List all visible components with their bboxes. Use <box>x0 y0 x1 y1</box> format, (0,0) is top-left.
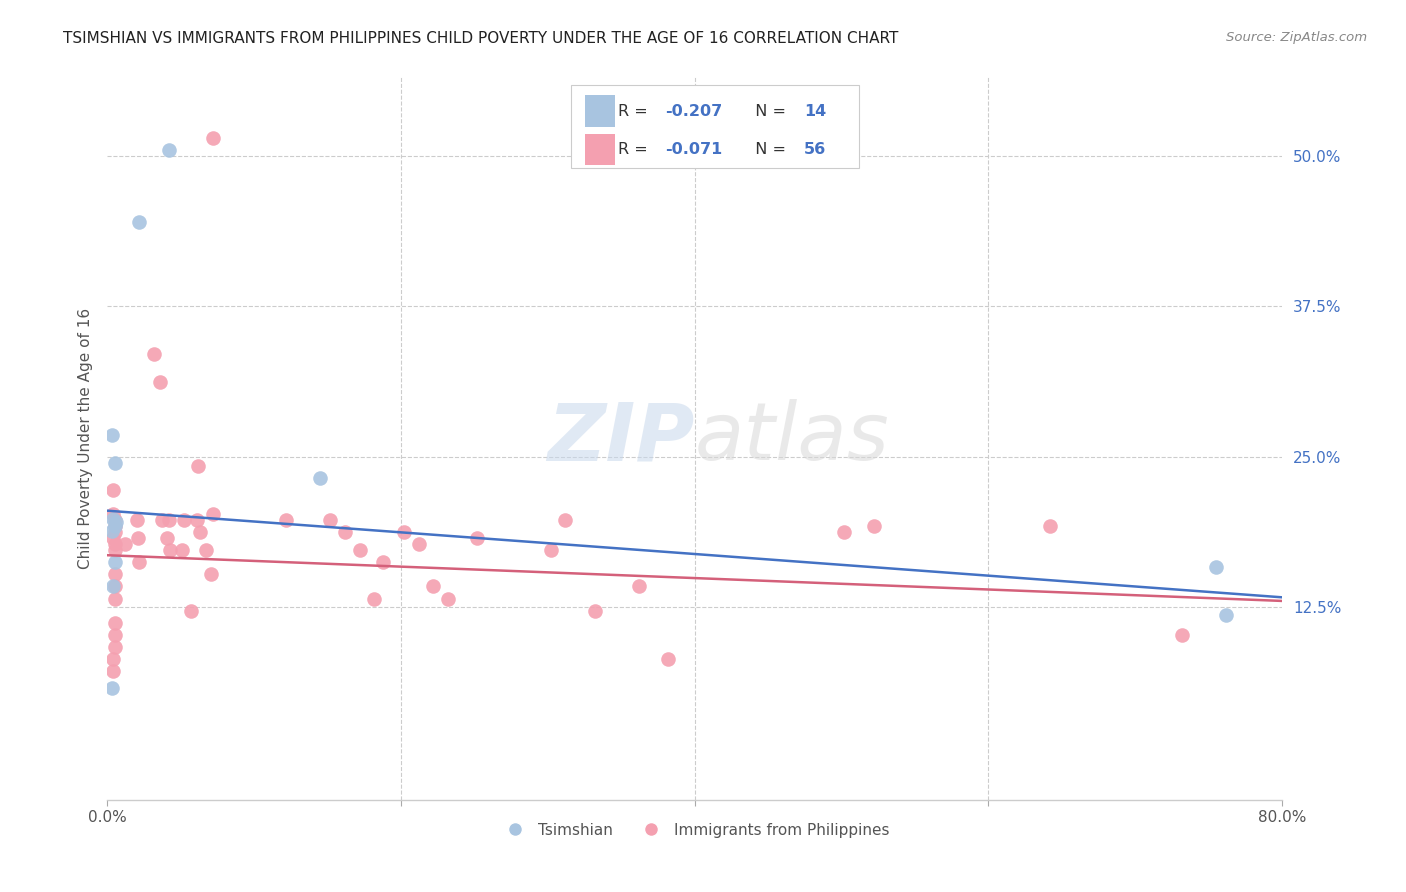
Point <box>188 525 211 540</box>
Point <box>101 512 124 526</box>
Point <box>125 513 148 527</box>
Point <box>186 513 208 527</box>
Point <box>103 556 125 570</box>
Point <box>150 513 173 527</box>
Point <box>201 508 224 522</box>
Point <box>309 471 332 485</box>
Point <box>103 615 125 630</box>
Point <box>101 508 124 522</box>
Point <box>104 515 127 529</box>
Text: atlas: atlas <box>695 400 890 477</box>
Point <box>159 543 181 558</box>
Point <box>127 532 149 546</box>
Point <box>834 525 856 540</box>
Text: -0.071: -0.071 <box>665 142 723 157</box>
Point <box>103 525 125 540</box>
Bar <box>585 95 614 128</box>
Point <box>103 580 125 594</box>
Legend: Tsimshian, Immigrants from Philippines: Tsimshian, Immigrants from Philippines <box>494 817 896 844</box>
Point <box>437 591 460 606</box>
Point <box>627 580 650 594</box>
Point <box>103 567 125 582</box>
Text: ZIP: ZIP <box>547 400 695 477</box>
Point <box>363 591 385 606</box>
Point <box>101 532 124 546</box>
Point <box>103 591 125 606</box>
Point <box>422 580 444 594</box>
Text: N =: N = <box>745 103 792 119</box>
Point <box>180 603 202 617</box>
Text: N =: N = <box>745 142 792 157</box>
Point <box>149 375 172 389</box>
Point <box>373 556 395 570</box>
Point <box>863 519 886 533</box>
Point <box>103 519 125 533</box>
Point <box>101 664 124 678</box>
Point <box>114 537 136 551</box>
Point <box>1205 560 1227 574</box>
Text: -0.207: -0.207 <box>665 103 723 119</box>
Point <box>194 543 217 558</box>
Point <box>100 681 122 695</box>
Point <box>349 543 371 558</box>
Point <box>101 651 124 665</box>
Point <box>408 537 430 551</box>
Point <box>128 215 150 229</box>
Text: 56: 56 <box>804 142 827 157</box>
Point <box>333 525 356 540</box>
Point <box>554 513 576 527</box>
Point <box>103 519 125 533</box>
Point <box>540 543 562 558</box>
Text: Source: ZipAtlas.com: Source: ZipAtlas.com <box>1226 31 1367 45</box>
Point <box>157 513 180 527</box>
Point <box>103 543 125 558</box>
Point <box>583 603 606 617</box>
Point <box>1171 627 1194 641</box>
Point <box>100 524 122 538</box>
Point <box>128 556 150 570</box>
Point <box>157 143 180 157</box>
Point <box>187 459 209 474</box>
Point <box>100 428 122 442</box>
Y-axis label: Child Poverty Under the Age of 16: Child Poverty Under the Age of 16 <box>79 308 93 569</box>
Point <box>657 651 679 665</box>
Text: R =: R = <box>619 103 654 119</box>
Point <box>103 513 125 527</box>
Point <box>103 537 125 551</box>
Point <box>201 130 224 145</box>
Point <box>276 513 298 527</box>
Text: R =: R = <box>619 142 654 157</box>
Point <box>103 456 125 470</box>
Point <box>1039 519 1062 533</box>
Point <box>170 543 193 558</box>
Point <box>101 580 124 594</box>
Point <box>173 513 195 527</box>
Text: 14: 14 <box>804 103 827 119</box>
Point <box>156 532 179 546</box>
FancyBboxPatch shape <box>571 85 859 168</box>
Point <box>103 627 125 641</box>
Point <box>101 483 124 498</box>
Point <box>200 567 222 582</box>
Point <box>465 532 488 546</box>
Point <box>392 525 415 540</box>
Point <box>143 347 166 361</box>
Point <box>103 640 125 654</box>
Point <box>1215 608 1237 623</box>
Text: TSIMSHIAN VS IMMIGRANTS FROM PHILIPPINES CHILD POVERTY UNDER THE AGE OF 16 CORRE: TSIMSHIAN VS IMMIGRANTS FROM PHILIPPINES… <box>63 31 898 46</box>
Point <box>319 513 342 527</box>
Bar <box>585 134 614 165</box>
